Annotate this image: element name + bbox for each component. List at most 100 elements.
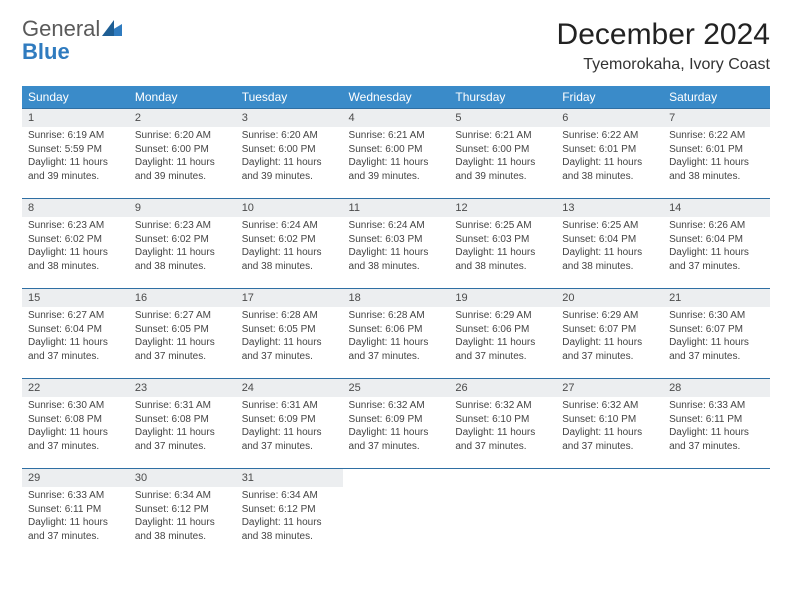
calendar-day-cell: 31Sunrise: 6:34 AMSunset: 6:12 PMDayligh… [236,469,343,559]
daylight-text: Daylight: 11 hours and 37 minutes. [562,336,657,363]
day-number: 9 [129,199,236,217]
day-content: Sunrise: 6:32 AMSunset: 6:10 PMDaylight:… [449,397,556,459]
calendar-day-cell: 12Sunrise: 6:25 AMSunset: 6:03 PMDayligh… [449,199,556,289]
sunset-text: Sunset: 6:04 PM [28,323,123,337]
sunrise-text: Sunrise: 6:33 AM [28,489,123,503]
sunset-text: Sunset: 6:06 PM [349,323,444,337]
calendar-day-cell: 26Sunrise: 6:32 AMSunset: 6:10 PMDayligh… [449,379,556,469]
sunrise-text: Sunrise: 6:21 AM [349,129,444,143]
day-number: 18 [343,289,450,307]
calendar-day-cell: 23Sunrise: 6:31 AMSunset: 6:08 PMDayligh… [129,379,236,469]
sunset-text: Sunset: 6:11 PM [669,413,764,427]
day-number: 19 [449,289,556,307]
calendar-day-cell: 22Sunrise: 6:30 AMSunset: 6:08 PMDayligh… [22,379,129,469]
sunrise-text: Sunrise: 6:29 AM [562,309,657,323]
sunrise-text: Sunrise: 6:31 AM [135,399,230,413]
day-number: 29 [22,469,129,487]
day-content: Sunrise: 6:23 AMSunset: 6:02 PMDaylight:… [22,217,129,279]
calendar-day-cell: 4Sunrise: 6:21 AMSunset: 6:00 PMDaylight… [343,109,450,199]
calendar-day-cell: 11Sunrise: 6:24 AMSunset: 6:03 PMDayligh… [343,199,450,289]
day-number: 20 [556,289,663,307]
sunset-text: Sunset: 6:04 PM [562,233,657,247]
sunrise-text: Sunrise: 6:26 AM [669,219,764,233]
day-number: 31 [236,469,343,487]
logo: General Blue [22,18,122,64]
daylight-text: Daylight: 11 hours and 37 minutes. [669,336,764,363]
calendar-week-row: 29Sunrise: 6:33 AMSunset: 6:11 PMDayligh… [22,469,770,559]
header: General Blue December 2024 Tyemorokaha, … [22,18,770,74]
calendar-day-cell: 17Sunrise: 6:28 AMSunset: 6:05 PMDayligh… [236,289,343,379]
day-content: Sunrise: 6:33 AMSunset: 6:11 PMDaylight:… [22,487,129,549]
day-number: 13 [556,199,663,217]
day-content: Sunrise: 6:21 AMSunset: 6:00 PMDaylight:… [449,127,556,189]
calendar-day-cell: 19Sunrise: 6:29 AMSunset: 6:06 PMDayligh… [449,289,556,379]
day-content: Sunrise: 6:30 AMSunset: 6:08 PMDaylight:… [22,397,129,459]
calendar-day-cell: 15Sunrise: 6:27 AMSunset: 6:04 PMDayligh… [22,289,129,379]
weekday-header: Saturday [663,86,770,109]
day-number: 17 [236,289,343,307]
calendar-body: 1Sunrise: 6:19 AMSunset: 5:59 PMDaylight… [22,109,770,559]
calendar-day-cell: 27Sunrise: 6:32 AMSunset: 6:10 PMDayligh… [556,379,663,469]
sunset-text: Sunset: 6:02 PM [242,233,337,247]
daylight-text: Daylight: 11 hours and 38 minutes. [242,516,337,543]
sunset-text: Sunset: 6:08 PM [28,413,123,427]
daylight-text: Daylight: 11 hours and 37 minutes. [562,426,657,453]
calendar-day-cell: 25Sunrise: 6:32 AMSunset: 6:09 PMDayligh… [343,379,450,469]
sunrise-text: Sunrise: 6:34 AM [135,489,230,503]
sunset-text: Sunset: 6:00 PM [455,143,550,157]
daylight-text: Daylight: 11 hours and 38 minutes. [669,156,764,183]
sunrise-text: Sunrise: 6:29 AM [455,309,550,323]
day-content: Sunrise: 6:26 AMSunset: 6:04 PMDaylight:… [663,217,770,279]
day-content: Sunrise: 6:31 AMSunset: 6:08 PMDaylight:… [129,397,236,459]
sunset-text: Sunset: 6:12 PM [242,503,337,517]
day-number: 16 [129,289,236,307]
sunrise-text: Sunrise: 6:28 AM [349,309,444,323]
day-content: Sunrise: 6:28 AMSunset: 6:06 PMDaylight:… [343,307,450,369]
day-content: Sunrise: 6:27 AMSunset: 6:05 PMDaylight:… [129,307,236,369]
calendar-day-cell: .. [663,469,770,559]
sunset-text: Sunset: 6:00 PM [242,143,337,157]
daylight-text: Daylight: 11 hours and 37 minutes. [242,336,337,363]
sunrise-text: Sunrise: 6:32 AM [349,399,444,413]
sunset-text: Sunset: 6:10 PM [455,413,550,427]
day-number: 4 [343,109,450,127]
sunrise-text: Sunrise: 6:21 AM [455,129,550,143]
day-number: 28 [663,379,770,397]
day-content: Sunrise: 6:34 AMSunset: 6:12 PMDaylight:… [129,487,236,549]
sunrise-text: Sunrise: 6:30 AM [28,399,123,413]
calendar-day-cell: 7Sunrise: 6:22 AMSunset: 6:01 PMDaylight… [663,109,770,199]
weekday-header: Wednesday [343,86,450,109]
month-title: December 2024 [557,18,770,52]
daylight-text: Daylight: 11 hours and 38 minutes. [562,156,657,183]
sunrise-text: Sunrise: 6:20 AM [135,129,230,143]
sunrise-text: Sunrise: 6:31 AM [242,399,337,413]
daylight-text: Daylight: 11 hours and 37 minutes. [135,426,230,453]
daylight-text: Daylight: 11 hours and 38 minutes. [562,246,657,273]
sunset-text: Sunset: 6:09 PM [242,413,337,427]
day-number: 14 [663,199,770,217]
day-number: 25 [343,379,450,397]
calendar-day-cell: .. [343,469,450,559]
daylight-text: Daylight: 11 hours and 39 minutes. [135,156,230,183]
calendar-header-row: Sunday Monday Tuesday Wednesday Thursday… [22,86,770,109]
logo-text-general: General [22,16,100,41]
day-number: 22 [22,379,129,397]
sunrise-text: Sunrise: 6:25 AM [562,219,657,233]
calendar-day-cell: 18Sunrise: 6:28 AMSunset: 6:06 PMDayligh… [343,289,450,379]
daylight-text: Daylight: 11 hours and 38 minutes. [349,246,444,273]
day-content: Sunrise: 6:25 AMSunset: 6:04 PMDaylight:… [556,217,663,279]
sunset-text: Sunset: 6:05 PM [242,323,337,337]
daylight-text: Daylight: 11 hours and 37 minutes. [28,336,123,363]
day-number: 3 [236,109,343,127]
day-content: Sunrise: 6:22 AMSunset: 6:01 PMDaylight:… [663,127,770,189]
calendar-day-cell: 6Sunrise: 6:22 AMSunset: 6:01 PMDaylight… [556,109,663,199]
calendar-day-cell: 30Sunrise: 6:34 AMSunset: 6:12 PMDayligh… [129,469,236,559]
sunrise-text: Sunrise: 6:22 AM [562,129,657,143]
calendar-day-cell: 10Sunrise: 6:24 AMSunset: 6:02 PMDayligh… [236,199,343,289]
sunset-text: Sunset: 6:02 PM [135,233,230,247]
calendar-day-cell: 2Sunrise: 6:20 AMSunset: 6:00 PMDaylight… [129,109,236,199]
sunrise-text: Sunrise: 6:27 AM [135,309,230,323]
location: Tyemorokaha, Ivory Coast [557,56,770,74]
calendar-day-cell: 9Sunrise: 6:23 AMSunset: 6:02 PMDaylight… [129,199,236,289]
sunrise-text: Sunrise: 6:27 AM [28,309,123,323]
